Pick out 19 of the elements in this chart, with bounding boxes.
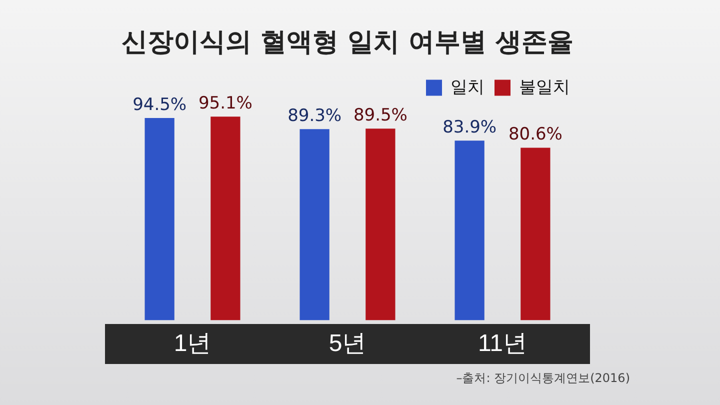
chart-title: 신장이식의 혈액형 일치 여부별 생존율 <box>121 27 574 58</box>
bar <box>300 129 330 320</box>
bar <box>454 140 484 320</box>
text: –출처: 장기이식통계연보(2016) <box>456 370 630 387</box>
legend-label: 불일치 <box>519 77 570 96</box>
x-tick-label: 11년 <box>478 330 527 358</box>
x-tick-label: 1년 <box>174 330 212 358</box>
bar <box>210 116 240 320</box>
data-label: 95.1% <box>198 94 252 114</box>
data-label: 83.9% <box>442 118 497 138</box>
x-tick-label: 5년 <box>328 330 366 358</box>
legend-label: 일치 <box>450 77 484 96</box>
bar <box>520 148 550 320</box>
bar <box>144 118 174 320</box>
data-label: 89.5% <box>353 106 408 126</box>
data-label: 94.5% <box>132 94 187 115</box>
data-label: 80.6% <box>508 124 562 145</box>
data-label: 89.3% <box>288 106 342 126</box>
bar <box>366 128 396 320</box>
